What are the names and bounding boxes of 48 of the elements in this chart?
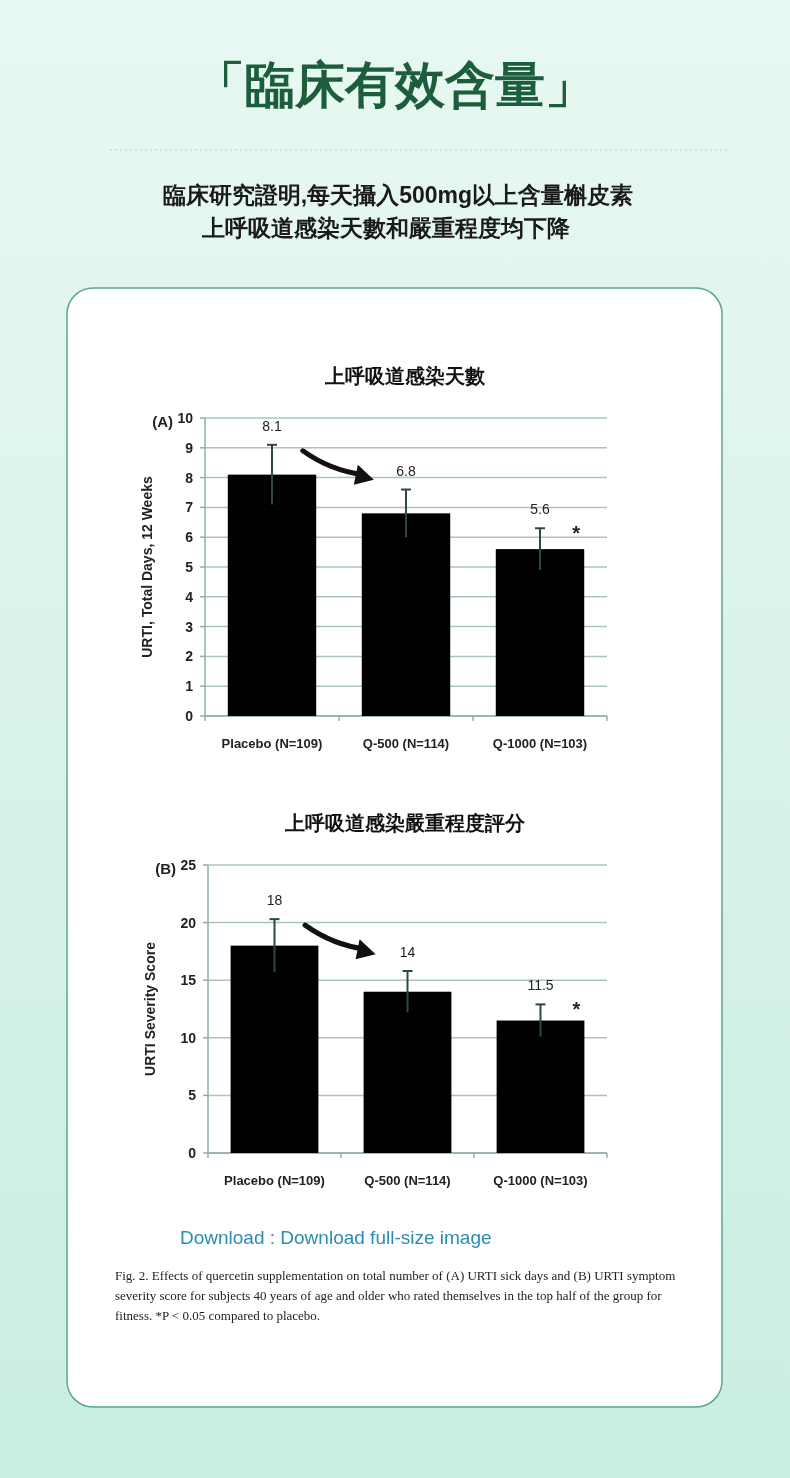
data-label: 5.6 — [530, 501, 550, 518]
y-tick-label: 25 — [180, 857, 197, 873]
y-axis-title: URTI, Total Days, 12 Weeks — [139, 476, 155, 658]
y-tick-label: 0 — [185, 708, 194, 724]
x-tick-label: Placebo (N=109) — [224, 1173, 325, 1188]
data-label: 6.8 — [396, 462, 416, 479]
chart-title: 上呼吸道感染天數 — [324, 365, 486, 387]
text: (A) — [152, 413, 173, 430]
y-tick-label: 10 — [177, 410, 194, 426]
y-tick-label: 2 — [185, 648, 194, 665]
y-tick-label: 5 — [188, 1087, 197, 1104]
annotation: * — [572, 522, 581, 545]
text: (B) — [155, 860, 176, 877]
x-tick-label: Q-500 (N=114) — [362, 736, 450, 751]
y-tick-label: 1 — [185, 678, 194, 695]
x-tick-label: Placebo (N=109) — [221, 736, 323, 751]
bar — [361, 513, 451, 716]
x-tick-label: Q-500 (N=114) — [364, 1173, 451, 1188]
y-tick-label: 15 — [180, 972, 197, 989]
y-tick-label: 4 — [185, 588, 194, 605]
text: Download : Download full-size image — [180, 1227, 492, 1248]
y-tick-label: 5 — [185, 559, 194, 575]
data-label: 18 — [266, 892, 283, 909]
y-tick-label: 7 — [185, 499, 194, 516]
bar — [363, 991, 452, 1153]
y-tick-label: 8 — [185, 469, 194, 486]
y-tick-label: 3 — [185, 618, 194, 635]
y-tick-label: 9 — [185, 439, 194, 456]
data-label: 11.5 — [527, 977, 554, 994]
y-tick-label: 20 — [180, 914, 197, 931]
annotation: * — [572, 998, 581, 1021]
y-tick-label: 0 — [188, 1145, 197, 1161]
caption: Fig. 2. Effects of quercetin supplementation on total number of (A) URTI sick days and (B) URTI symptom severity score for subjects 40 years of age and older who rated themselves in the top half of the group for fitness. *P < 0.05 compared to placebo. — [115, 1267, 677, 1325]
y-tick-label: 10 — [180, 1029, 197, 1046]
bar — [230, 945, 319, 1153]
x-tick-label: Q-1000 (N=103) — [492, 736, 588, 751]
chart-title: 上呼吸道感染嚴重程度評分 — [284, 812, 526, 834]
data-label: 14 — [399, 943, 416, 960]
y-tick-label: 6 — [185, 529, 194, 546]
bar — [496, 1020, 585, 1153]
text: 臨床研究證明,每天攝入500mg以上含量槲皮素 — [162, 182, 634, 208]
y-axis-title: URTI Severity Score — [142, 941, 158, 1076]
text: 「臨床有效含量」 — [195, 57, 595, 113]
bar — [495, 549, 585, 716]
text: 上呼吸道感染天數和嚴重程度均下降 — [201, 215, 571, 241]
x-tick-label: Q-1000 (N=103) — [493, 1173, 588, 1188]
data-label: 8.1 — [262, 417, 282, 434]
bar — [227, 474, 317, 716]
